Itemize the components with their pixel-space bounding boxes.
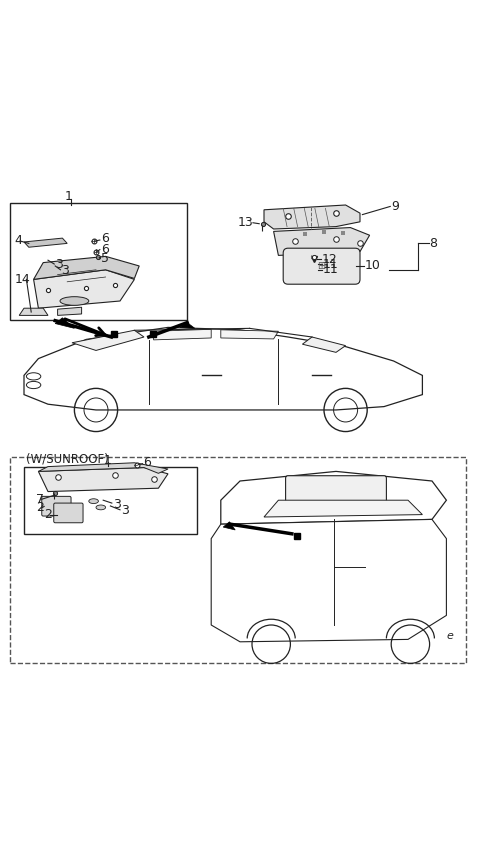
Polygon shape [264, 205, 360, 229]
Text: ⊞: ⊞ [318, 262, 325, 271]
Polygon shape [38, 462, 168, 474]
Text: 3: 3 [55, 258, 63, 272]
Text: 6: 6 [101, 243, 108, 256]
Text: 7: 7 [36, 493, 44, 506]
Polygon shape [302, 337, 346, 352]
Text: 2: 2 [36, 501, 44, 514]
Polygon shape [180, 323, 195, 328]
Text: (W/SUNROOF): (W/SUNROOF) [26, 453, 109, 466]
Text: e: e [446, 631, 453, 642]
Polygon shape [264, 501, 422, 517]
Polygon shape [55, 318, 74, 328]
Ellipse shape [26, 372, 41, 380]
Polygon shape [34, 270, 134, 308]
Text: 3: 3 [61, 264, 69, 277]
FancyBboxPatch shape [54, 503, 83, 523]
Text: 6: 6 [143, 456, 151, 469]
Polygon shape [38, 468, 168, 492]
Polygon shape [154, 329, 211, 339]
Bar [10, 203, 187, 320]
Ellipse shape [60, 297, 89, 306]
Text: 3: 3 [121, 504, 129, 517]
Text: 14: 14 [14, 273, 30, 286]
Polygon shape [24, 238, 67, 247]
FancyBboxPatch shape [286, 475, 386, 503]
Text: 2: 2 [44, 508, 52, 521]
Bar [24, 467, 197, 533]
Ellipse shape [26, 381, 41, 389]
Polygon shape [24, 327, 422, 410]
Polygon shape [274, 228, 370, 255]
Ellipse shape [287, 260, 309, 268]
Text: 1: 1 [65, 191, 72, 204]
Text: 13: 13 [238, 216, 253, 229]
Text: 10: 10 [365, 260, 381, 273]
Text: 12: 12 [322, 253, 337, 266]
Text: 6: 6 [101, 232, 108, 245]
Polygon shape [58, 307, 82, 315]
FancyBboxPatch shape [283, 249, 360, 284]
Polygon shape [19, 308, 48, 315]
Polygon shape [221, 330, 278, 339]
Ellipse shape [96, 505, 106, 510]
Text: 4: 4 [14, 235, 22, 248]
Ellipse shape [89, 499, 98, 503]
Text: 1: 1 [103, 455, 111, 468]
Polygon shape [34, 256, 139, 280]
Text: 3: 3 [113, 498, 120, 511]
Polygon shape [72, 330, 144, 351]
Text: 9: 9 [391, 200, 399, 213]
Polygon shape [221, 471, 446, 524]
Text: 11: 11 [323, 257, 338, 270]
Text: 11: 11 [323, 263, 338, 276]
FancyBboxPatch shape [42, 496, 71, 516]
Text: 8: 8 [430, 237, 438, 250]
Polygon shape [223, 522, 235, 530]
Text: 5: 5 [101, 252, 109, 265]
Bar [10, 457, 466, 663]
Ellipse shape [294, 266, 316, 274]
Polygon shape [211, 520, 446, 642]
